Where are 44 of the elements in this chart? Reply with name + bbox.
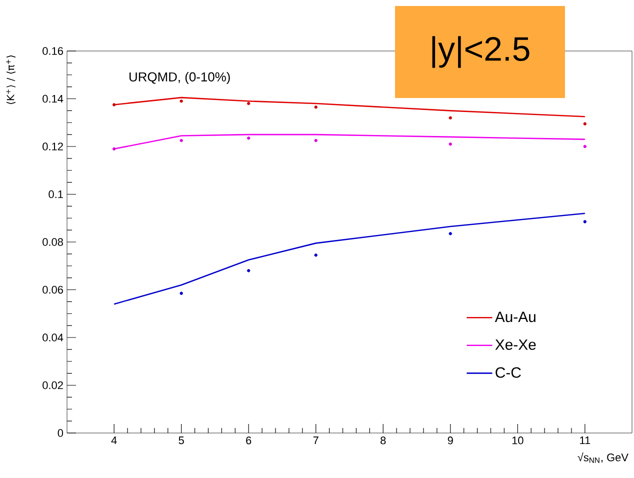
point: [583, 122, 587, 126]
line-series: [113, 96, 586, 118]
y-tick-label: 0: [58, 429, 64, 437]
x-tick-label: 11: [580, 436, 590, 444]
y-tick-label: 0.12: [42, 142, 63, 150]
point: [112, 103, 116, 106]
y-tick-label: 0.02: [42, 381, 63, 390]
legend-label: Au-Au: [494, 312, 536, 322]
y-tick-label: 0.06: [42, 286, 63, 294]
annotation: URQMD, (0-10%): [130, 72, 230, 84]
point: [180, 138, 183, 142]
point: [314, 106, 318, 109]
x-axis-title: √s$_{NN}$, GeV: [578, 452, 628, 463]
point: [448, 142, 452, 146]
y-tick-label: 0.1: [48, 190, 63, 198]
y-tick-label: 0.16: [42, 47, 63, 55]
point: [247, 269, 250, 272]
point: [247, 102, 250, 106]
x-tick-label: 7: [313, 436, 318, 444]
y-tick-label: 0.14: [42, 94, 64, 103]
x-tick-label: 8: [380, 436, 386, 444]
y-tick-label: 0.04: [42, 334, 64, 342]
y-axis-title: ⟨K$^{+}$⟩ / ⟨π$^{+}$⟩: [6, 55, 16, 104]
line-series: [113, 134, 586, 150]
point: [314, 138, 318, 142]
point: [180, 292, 183, 295]
y-tick-label: 0.08: [42, 238, 63, 246]
x-tick-label: 4: [111, 436, 117, 444]
point: [314, 254, 318, 257]
point: [583, 144, 587, 148]
x-tick-label: 5: [178, 436, 184, 444]
x-tick-label: 10: [512, 436, 524, 444]
point: [180, 100, 183, 103]
point: [583, 220, 587, 224]
point: [448, 232, 452, 236]
point: [448, 116, 452, 120]
point: [112, 147, 116, 150]
x-tick-label: 9: [448, 436, 453, 444]
legend-label: Xe-Xe: [495, 339, 536, 350]
legend-label: C-C: [496, 367, 521, 378]
x-tick-label: 6: [246, 436, 252, 444]
annotation: |y|<2.5: [432, 36, 530, 68]
line-series: [113, 212, 586, 305]
point: [247, 136, 250, 140]
